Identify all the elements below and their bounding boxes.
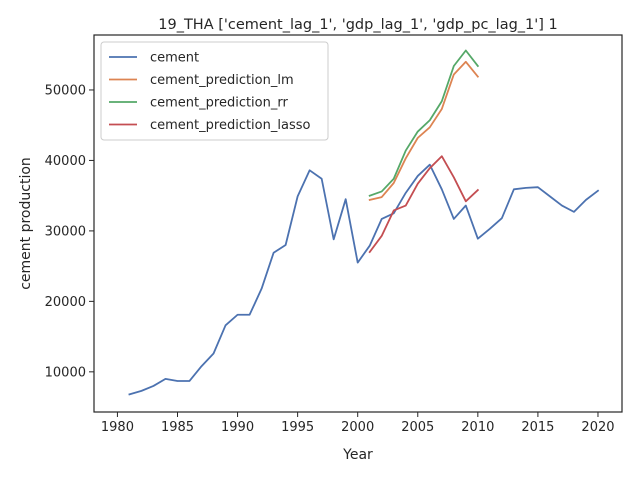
- series-layer: [128, 49, 600, 396]
- series-line-cement-prediction-lasso: [368, 155, 480, 254]
- legend: cement cement_prediction_lm cement_predict…: [100, 41, 329, 141]
- x-tick-label: 1985: [161, 420, 194, 435]
- legend-label: cement_prediction_rr: [150, 96, 288, 111]
- y-axis-label: cement production: [18, 157, 34, 290]
- chart-title: 19_THA ['cement_lag_1', 'gdp_lag_1', 'gd…: [158, 17, 558, 33]
- x-tick-label: 2010: [461, 420, 494, 435]
- x-tick-label: 1990: [221, 420, 254, 435]
- legend-label: cement_prediction_lm: [150, 73, 294, 88]
- x-axis-label: Year: [342, 447, 373, 463]
- y-axis: 10000 20000 30000 40000 50000: [45, 83, 94, 380]
- x-tick-label: 2015: [521, 420, 554, 435]
- x-tick-label: 2005: [401, 420, 434, 435]
- y-tick-label: 30000: [45, 224, 86, 239]
- series-line-cement: [128, 163, 600, 396]
- y-tick-label: 10000: [45, 365, 86, 380]
- legend-label: cement: [150, 51, 199, 66]
- legend-label: cement_prediction_lasso: [150, 118, 310, 133]
- legend-box: [100, 41, 329, 141]
- y-tick-label: 40000: [45, 154, 86, 169]
- y-tick-label: 20000: [45, 295, 86, 310]
- x-axis: 1980 1985 1990 1995 2000 2005 2010 2015 2020: [101, 412, 615, 435]
- y-tick-label: 50000: [45, 83, 86, 98]
- x-tick-label: 2020: [581, 420, 614, 435]
- series-line-cement-prediction-rr: [368, 49, 480, 197]
- x-tick-label: 1995: [281, 420, 314, 435]
- series-line-cement-prediction-lm: [368, 60, 480, 201]
- x-tick-label: 2000: [341, 420, 374, 435]
- x-tick-label: 1980: [101, 420, 134, 435]
